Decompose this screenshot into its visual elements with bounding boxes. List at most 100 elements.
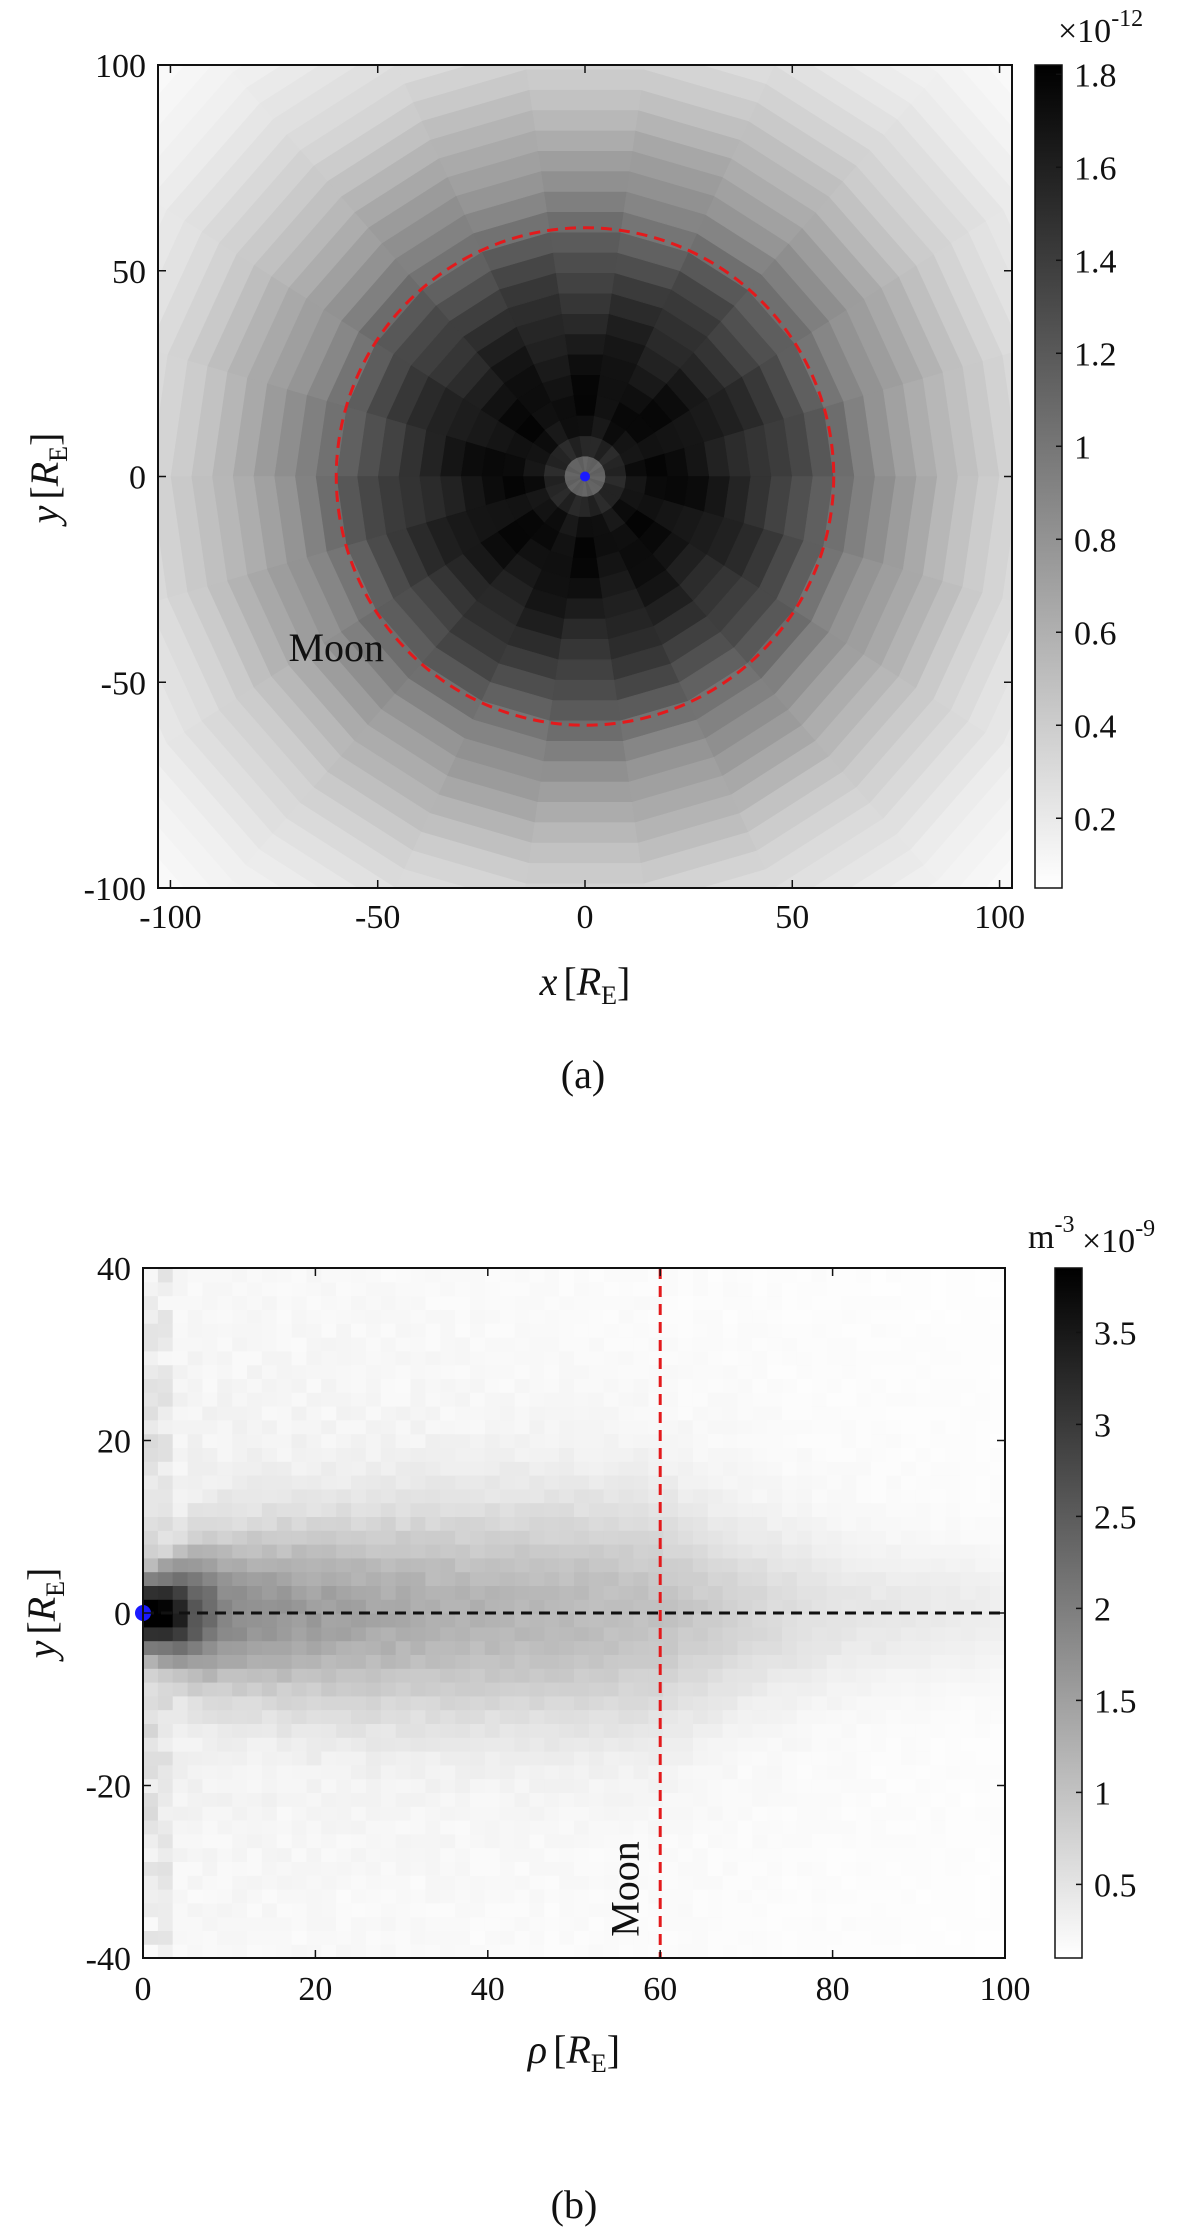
- heatmap-cell: [336, 1889, 352, 1904]
- heatmap-cell: [291, 1461, 308, 1476]
- heatmap-cell: [380, 1433, 397, 1448]
- heatmap-cell: [321, 1875, 337, 1890]
- heatmap-cell: [782, 1902, 798, 1918]
- heatmap-cell: [425, 1557, 441, 1573]
- heatmap-cell: [618, 1640, 635, 1655]
- heatmap-cell: [574, 1599, 590, 1614]
- heatmap-cell: [455, 1682, 471, 1697]
- heatmap-cell: [276, 1309, 293, 1324]
- heatmap-cell: [425, 1861, 441, 1876]
- heatmap-cell: [440, 1502, 456, 1517]
- heatmap-cell: [499, 1944, 516, 1958]
- heatmap-cell: [930, 1516, 947, 1531]
- heatmap-cell: [232, 1778, 248, 1793]
- heatmap-cell: [901, 1585, 917, 1600]
- heatmap-cell: [544, 1668, 560, 1683]
- heatmap-cell: [811, 1806, 828, 1821]
- heatmap-cell: [559, 1764, 575, 1780]
- heatmap-cell: [722, 1488, 739, 1504]
- heatmap-cell: [499, 1419, 516, 1435]
- heatmap-cell: [767, 1461, 783, 1476]
- heatmap-cell: [191, 912, 344, 1019]
- heatmap-cell: [157, 1668, 174, 1683]
- heatmap-cell: [574, 1447, 590, 1462]
- heatmap-cell: [633, 1378, 649, 1393]
- heatmap-cell: [901, 1309, 917, 1324]
- heatmap-cell: [172, 1806, 189, 1821]
- heatmap-cell: [856, 1764, 872, 1780]
- heatmap-cell: [990, 1709, 1005, 1724]
- heatmap-cell: [232, 1364, 248, 1379]
- heatmap-cell: [172, 1875, 189, 1890]
- heatmap-cell: [841, 1433, 857, 1448]
- heatmap-cell: [306, 1461, 322, 1476]
- heatmap-cell: [722, 1571, 739, 1586]
- heatmap-cell: [217, 1613, 233, 1628]
- heatmap-cell: [990, 1889, 1005, 1904]
- heatmap-cell: [205, 0, 353, 57]
- heatmap-cell: [767, 1695, 783, 1711]
- heatmap-cell: [588, 1930, 605, 1945]
- heatmap-cell: [574, 1820, 590, 1835]
- heatmap-cell: [871, 1626, 887, 1642]
- heatmap-cell: [157, 1447, 174, 1462]
- heatmap-cell: [440, 1585, 456, 1600]
- heatmap-cell: [588, 1778, 605, 1793]
- panel-a-heatmap: [158, 0, 1165, 1019]
- heatmap-cell: [544, 1337, 560, 1352]
- heatmap-cell: [187, 1461, 204, 1476]
- heatmap-cell: [796, 1433, 813, 1448]
- heatmap-cell: [261, 1737, 278, 1752]
- heatmap-cell: [425, 1737, 441, 1752]
- heatmap-cell: [826, 1654, 843, 1669]
- heatmap-cell: [514, 1585, 531, 1600]
- heatmap-cell: [767, 1557, 783, 1573]
- heatmap-cell: [202, 1419, 218, 1435]
- heatmap-cell: [960, 1364, 976, 1379]
- heatmap-cell: [247, 1613, 263, 1628]
- heatmap-cell: [826, 1833, 843, 1849]
- heatmap-cell: [1122, 477, 1165, 639]
- heatmap-cell: [618, 1585, 635, 1600]
- heatmap-cell: [707, 1378, 724, 1393]
- heatmap-cell: [544, 1585, 560, 1600]
- heatmap-cell: [365, 1502, 382, 1517]
- heatmap-cell: [157, 1654, 174, 1669]
- heatmap-cell: [484, 1875, 501, 1890]
- heatmap-cell: [574, 1571, 590, 1586]
- heatmap-cell: [960, 1613, 976, 1628]
- heatmap-cell: [574, 1488, 590, 1504]
- heatmap-cell: [588, 1751, 605, 1766]
- heatmap-cell: [871, 1281, 887, 1297]
- heatmap-cell: [172, 1737, 189, 1752]
- heatmap-cell: [380, 1419, 397, 1435]
- heatmap-cell: [633, 1433, 649, 1448]
- heatmap-cell: [618, 1475, 635, 1490]
- heatmap-cell: [514, 1419, 531, 1435]
- heatmap-cell: [549, 231, 621, 253]
- heatmap-cell: [588, 1544, 605, 1559]
- heatmap-cell: [380, 1268, 397, 1283]
- heatmap-cell: [172, 1502, 189, 1517]
- heatmap-cell: [172, 1268, 189, 1283]
- panel-a-caption: (a): [561, 1052, 605, 1097]
- heatmap-cell: [172, 1778, 189, 1793]
- heatmap-cell: [455, 1751, 471, 1766]
- heatmap-cell: [306, 1364, 322, 1379]
- heatmap-cell: [901, 1709, 917, 1724]
- heatmap-cell: [871, 1461, 887, 1476]
- heatmap-cell: [217, 1640, 233, 1655]
- heatmap-cell: [440, 1406, 456, 1421]
- heatmap-cell: [172, 1764, 189, 1780]
- heatmap-cell: [455, 1613, 471, 1628]
- heatmap-cell: [707, 1571, 724, 1586]
- heatmap-cell: [856, 1557, 872, 1573]
- heatmap-cell: [930, 1654, 947, 1669]
- heatmap-cell: [514, 1392, 531, 1407]
- heatmap-cell: [143, 1806, 159, 1821]
- heatmap-cell: [351, 1847, 367, 1862]
- heatmap-cell: [722, 1475, 739, 1490]
- heatmap-cell: [886, 1709, 902, 1724]
- heatmap-cell: [276, 1585, 293, 1600]
- heatmap-cell: [217, 1682, 233, 1697]
